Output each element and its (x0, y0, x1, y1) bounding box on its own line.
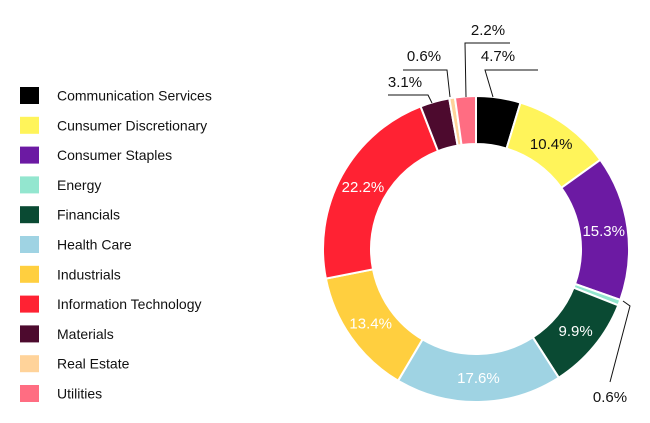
legend-swatch (20, 325, 39, 343)
legend-label: Financials (57, 207, 120, 223)
data-label-utilities: 2.2% (464, 22, 510, 98)
legend-item-cunsumer-discretionary: Cunsumer Discretionary (20, 116, 207, 134)
legend-item-health-care: Health Care (20, 236, 132, 253)
data-label-energy: 0.6% (593, 300, 631, 406)
legend-item-industrials: Industrials (20, 265, 121, 283)
legend-swatch (20, 146, 39, 164)
legend-swatch (20, 236, 39, 253)
legend-swatch (20, 176, 39, 194)
legend-item-energy: Energy (20, 176, 101, 194)
legend-item-real-estate: Real Estate (20, 355, 130, 373)
data-label-text: 9.9% (559, 323, 593, 340)
legend-label: Communication Services (57, 88, 212, 104)
slice-labels: 4.7% 10.4% 15.3% 0.6% 9.9% 17.6% 13.4% 22.2% 3.1… (342, 22, 631, 406)
leader-line (464, 42, 510, 98)
data-label-text: 10.4% (530, 136, 573, 153)
legend-swatch (20, 265, 39, 283)
data-label-text: 2.2% (471, 22, 505, 39)
leader-line (403, 69, 451, 98)
data-label-real-estate: 0.6% (403, 48, 451, 98)
legend-label: Real Estate (57, 356, 130, 372)
data-label-cunsumer-discretionary: 10.4% (530, 136, 573, 153)
legend-label: Health Care (57, 237, 132, 253)
data-label-text: 15.3% (582, 223, 625, 240)
legend-label: Utilities (57, 386, 102, 402)
legend: Communication Services Cunsumer Discretio… (20, 87, 212, 402)
data-label-health-care: 17.6% (457, 370, 500, 387)
data-label-text: 4.7% (481, 48, 515, 65)
slice-utilities (453, 94, 477, 147)
data-label-text: 3.1% (388, 74, 422, 91)
data-label-text: 22.2% (342, 179, 385, 196)
legend-item-utilities: Utilities (20, 385, 102, 402)
legend-swatch (20, 87, 39, 104)
data-label-industrials: 13.4% (349, 316, 392, 333)
data-label-information-technology: 22.2% (342, 179, 385, 196)
data-label-materials: 3.1% (388, 74, 433, 104)
data-label-text: 13.4% (349, 316, 392, 333)
legend-label: Information Technology (57, 296, 202, 312)
legend-swatch (20, 116, 39, 134)
leader-line (484, 69, 538, 98)
data-label-communication-services: 4.7% (481, 48, 538, 98)
data-label-text: 0.6% (593, 389, 627, 406)
legend-item-materials: Materials (20, 325, 114, 343)
legend-swatch (20, 355, 39, 373)
data-label-financials: 9.9% (559, 323, 593, 340)
legend-item-consumer-staples: Consumer Staples (20, 146, 172, 164)
legend-item-information-technology: Information Technology (20, 295, 202, 313)
data-label-text: 0.6% (407, 48, 441, 65)
legend-label: Cunsumer Discretionary (57, 117, 207, 133)
donut-slices (322, 94, 630, 403)
legend-label: Energy (57, 177, 101, 193)
leader-line (609, 300, 631, 383)
legend-swatch (20, 295, 39, 313)
legend-label: Industrials (57, 266, 121, 282)
legend-swatch (20, 385, 39, 402)
data-label-consumer-staples: 15.3% (582, 223, 625, 240)
leader-line (388, 94, 433, 104)
legend-item-financials: Financials (20, 206, 120, 224)
legend-item-communication-services: Communication Services (20, 87, 212, 104)
data-label-text: 17.6% (457, 370, 500, 387)
legend-label: Consumer Staples (57, 147, 172, 163)
legend-swatch (20, 206, 39, 224)
legend-label: Materials (57, 326, 114, 342)
